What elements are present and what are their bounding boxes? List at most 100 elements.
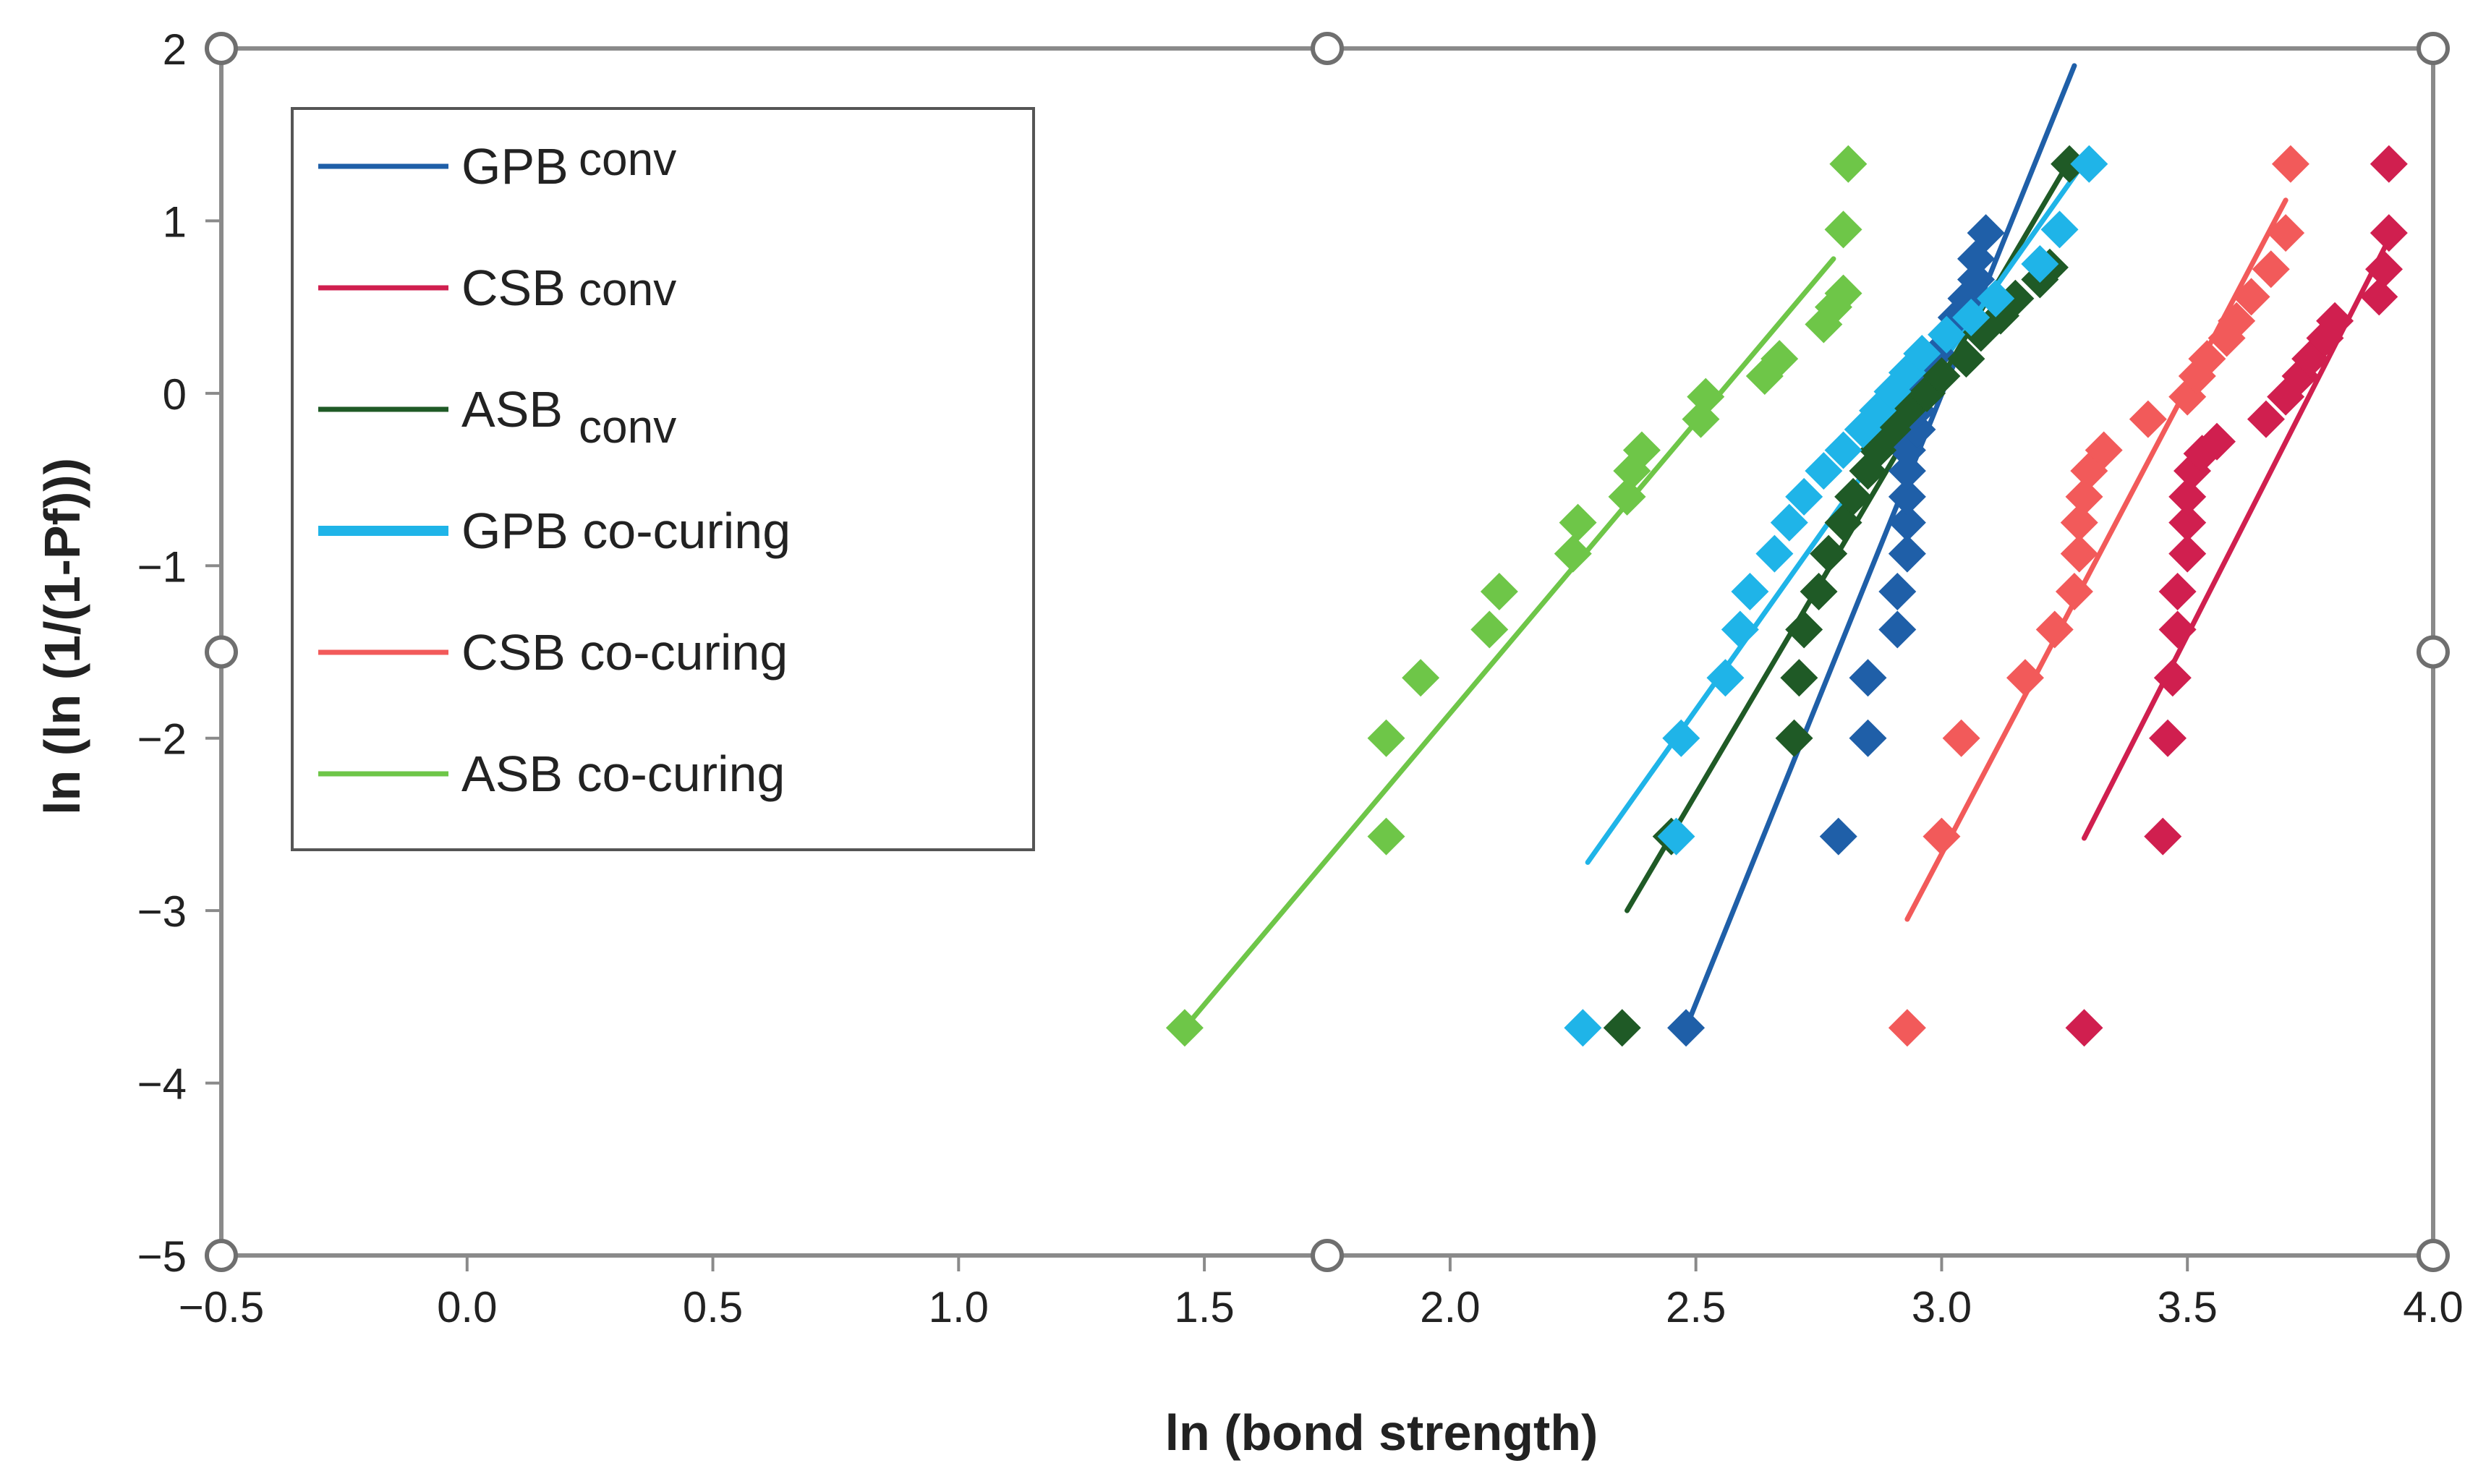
data-point	[1755, 534, 1794, 573]
data-point	[2197, 422, 2236, 461]
data-point	[1470, 610, 1509, 649]
legend-label: GPB	[461, 138, 569, 195]
data-point	[2168, 503, 2207, 542]
data-point	[1775, 719, 1813, 757]
x-tick-label: 1.5	[1174, 1283, 1234, 1331]
y-tick-label: −3	[137, 887, 187, 936]
data-point	[1996, 279, 2035, 317]
data-point	[2218, 302, 2256, 340]
legend-label: GPB co-curing	[461, 503, 791, 559]
y-tick-label: 2	[163, 25, 187, 74]
data-point	[2153, 659, 2192, 697]
data-point	[1760, 340, 1799, 378]
resize-handle[interactable]	[2417, 32, 2450, 65]
legend-box	[291, 107, 1035, 851]
data-point	[1888, 534, 1926, 573]
data-point	[1888, 452, 1926, 490]
data-point	[1800, 573, 1838, 611]
y-tick-label: 1	[163, 197, 187, 246]
data-point	[1957, 260, 1996, 299]
data-point	[1824, 431, 1862, 469]
data-point	[1785, 477, 1823, 516]
resize-handle[interactable]	[205, 635, 238, 669]
data-point	[1721, 610, 1759, 649]
data-point	[1923, 357, 1961, 396]
x-tick-label: 3.5	[2158, 1283, 2218, 1331]
resize-handle[interactable]	[205, 32, 238, 65]
x-tick-label: 2.5	[1666, 1283, 1726, 1331]
trend-line	[1683, 63, 2077, 1031]
data-point	[1824, 210, 1862, 249]
data-point	[2085, 431, 2123, 469]
data-point	[1952, 298, 1991, 336]
data-point	[2370, 214, 2408, 252]
data-point	[1564, 1009, 1602, 1047]
data-point	[1967, 214, 2005, 252]
resize-handle[interactable]	[205, 1239, 238, 1272]
trend-line	[1182, 256, 1836, 1031]
data-point	[2149, 719, 2187, 757]
data-point	[1785, 610, 1823, 649]
x-tick-label: 1.0	[929, 1283, 989, 1331]
y-tick-label: 0	[163, 370, 187, 419]
data-point	[1367, 719, 1405, 757]
data-point	[2051, 145, 2089, 183]
legend-label-suffix: conv	[579, 401, 676, 453]
data-point	[2360, 278, 2398, 316]
data-point	[2370, 145, 2408, 183]
legend-label-suffix: conv	[579, 133, 676, 185]
data-point	[1824, 274, 1862, 312]
data-point	[1559, 503, 1597, 542]
data-point	[2158, 573, 2197, 611]
trend-lines	[1182, 63, 2397, 1031]
x-tick-label: −0.5	[179, 1283, 264, 1331]
resize-handle[interactable]	[2417, 635, 2450, 669]
data-point	[1608, 477, 1646, 516]
data-point	[2232, 278, 2270, 316]
data-point	[2070, 145, 2108, 183]
x-tick-label: 2.0	[1420, 1283, 1480, 1331]
data-point	[1687, 378, 1725, 416]
data-point	[1888, 503, 1926, 542]
data-point	[1667, 1009, 1706, 1047]
selection-handles[interactable]	[205, 32, 2450, 1272]
data-point	[2168, 534, 2207, 573]
data-point	[2316, 302, 2354, 340]
data-point	[1888, 1009, 1926, 1047]
resize-handle[interactable]	[1311, 1239, 1344, 1272]
data-point	[1928, 315, 1966, 354]
data-point	[2065, 477, 2103, 516]
legend-label: CSB co-curing	[461, 624, 788, 681]
data-point	[1849, 719, 1887, 757]
legend-label: ASB	[461, 381, 563, 438]
data-point	[2168, 477, 2207, 516]
data-point	[1657, 817, 1695, 856]
data-point	[2055, 573, 2093, 611]
y-tick-label: −1	[137, 542, 187, 591]
resize-handle[interactable]	[1311, 32, 1344, 65]
data-point	[2006, 659, 2044, 697]
data-point	[1706, 659, 1745, 697]
y-tick-label: −4	[137, 1060, 187, 1109]
data-point	[2035, 610, 2074, 649]
data-point	[2267, 214, 2305, 252]
data-points	[1165, 145, 2408, 1047]
data-point	[1662, 719, 1700, 757]
data-point	[2365, 250, 2404, 289]
data-point	[1770, 503, 1808, 542]
data-point	[1903, 335, 1941, 373]
data-point	[1834, 477, 1873, 516]
data-point	[2129, 400, 2167, 438]
resize-handle[interactable]	[2417, 1239, 2450, 1272]
data-point	[1878, 573, 1917, 611]
axis-ticks: −0.5 0.0 0.5 1.0 1.5 2.0 2.5 3.0 3.5 4.0 2 1 0 −1 −2 −3…	[137, 25, 2464, 1331]
x-tick-label: 0.0	[437, 1283, 497, 1331]
data-point	[1977, 279, 2015, 317]
data-point	[1810, 534, 1848, 573]
data-point	[2021, 245, 2059, 283]
data-point	[1402, 659, 1440, 697]
data-point	[2158, 610, 2197, 649]
data-point	[1367, 817, 1405, 856]
data-point	[1829, 145, 1868, 183]
legend-label: CSB	[461, 260, 566, 316]
